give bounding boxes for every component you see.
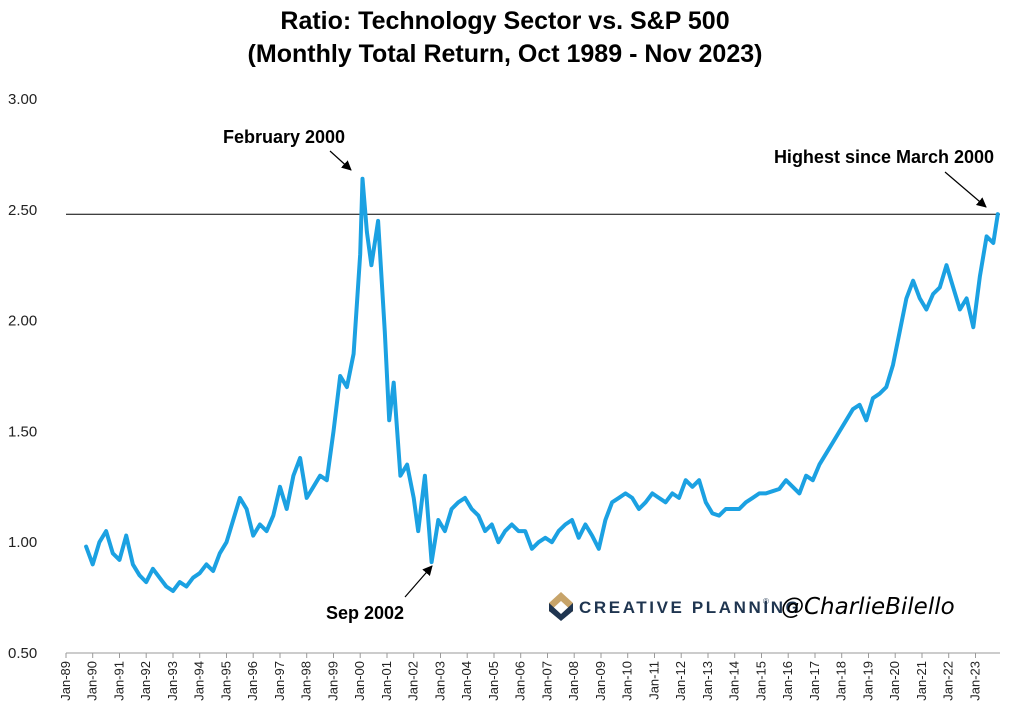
x-tick-label: Jan-13 (700, 661, 715, 701)
chart-title: Ratio: Technology Sector vs. S&P 500 (280, 7, 729, 35)
x-tick-label: Jan-10 (620, 661, 635, 701)
x-tick-label: Jan-09 (593, 661, 608, 701)
x-tick-label: Jan-97 (272, 661, 287, 701)
x-tick-label: Jan-93 (165, 661, 180, 701)
x-tick-label: Jan-99 (326, 661, 341, 701)
x-tick-label: Jan-11 (647, 661, 662, 700)
x-axis: Jan-89 Jan-90 Jan-91 Jan-92 Jan-93 Jan-94 Jan-… (58, 652, 1000, 701)
author-handle: @CharlieBilello (781, 594, 955, 620)
annotation-sep-2002: Sep 2002 (326, 565, 433, 623)
annotation-arrow (404, 565, 433, 598)
annotation-feb-2000: February 2000 (223, 127, 352, 171)
x-tick-label: Jan-96 (245, 661, 260, 701)
x-tick-label: Jan-17 (807, 661, 822, 701)
y-tick-label: 1.50 (8, 423, 37, 440)
x-tick-label: Jan-08 (566, 661, 581, 701)
creative-planning-wordmark: CREATIVE PLANNING (579, 598, 801, 617)
annotation-label: Sep 2002 (326, 603, 404, 623)
x-tick-label: Jan-20 (887, 661, 902, 701)
x-tick-label: Jan-95 (219, 661, 234, 701)
x-tick-label: Jan-15 (754, 661, 769, 701)
series-line (84, 176, 1000, 593)
creative-planning-logo: CREATIVE PLANNING ® (549, 592, 801, 621)
x-tick-label: Jan-02 (406, 661, 421, 701)
x-tick-label: Jan-00 (352, 661, 367, 701)
y-tick-label: 0.50 (8, 645, 37, 662)
y-axis-ticks: 0.50 1.00 1.50 2.00 2.50 3.00 (8, 91, 37, 662)
annotation-arrow (329, 150, 352, 171)
y-tick-label: 3.00 (8, 91, 37, 108)
x-tick-label: Jan-89 (58, 661, 73, 701)
annotation-arrow (944, 171, 987, 208)
x-tick-label: Jan-92 (138, 661, 153, 701)
y-tick-label: 2.50 (8, 202, 37, 219)
x-tick-label: Jan-06 (513, 661, 528, 701)
x-tick-label: Jan-90 (85, 661, 100, 701)
x-tick-label: Jan-18 (834, 661, 849, 701)
x-tick-label: Jan-14 (727, 661, 742, 701)
y-tick-label: 1.00 (8, 534, 37, 551)
x-tick-label: Jan-04 (459, 661, 474, 701)
y-tick-label: 2.00 (8, 313, 37, 330)
x-tick-label: Jan-05 (486, 661, 501, 701)
creative-planning-mark-icon (549, 592, 573, 621)
x-tick-label: Jan-22 (941, 661, 956, 701)
x-tick-label: Jan-98 (299, 661, 314, 701)
x-tick-label: Jan-94 (192, 661, 207, 701)
x-tick-label: Jan-21 (914, 661, 929, 701)
x-tick-label: Jan-12 (673, 661, 688, 701)
chart-subtitle: (Monthly Total Return, Oct 1989 - Nov 20… (248, 40, 763, 68)
registered-mark: ® (763, 597, 769, 606)
x-tick-label: Jan-19 (861, 661, 876, 701)
x-tick-label: Jan-23 (968, 661, 983, 701)
x-tick-label: Jan-01 (379, 661, 394, 701)
annotation-label: Highest since March 2000 (774, 147, 994, 167)
x-tick-label: Jan-03 (433, 661, 448, 701)
annotation-label: February 2000 (223, 127, 345, 147)
x-tick-label: Jan-91 (112, 661, 127, 701)
x-tick-label: Jan-16 (780, 661, 795, 701)
x-tick-label: Jan-07 (540, 661, 555, 701)
annotation-highest: Highest since March 2000 (774, 147, 994, 208)
